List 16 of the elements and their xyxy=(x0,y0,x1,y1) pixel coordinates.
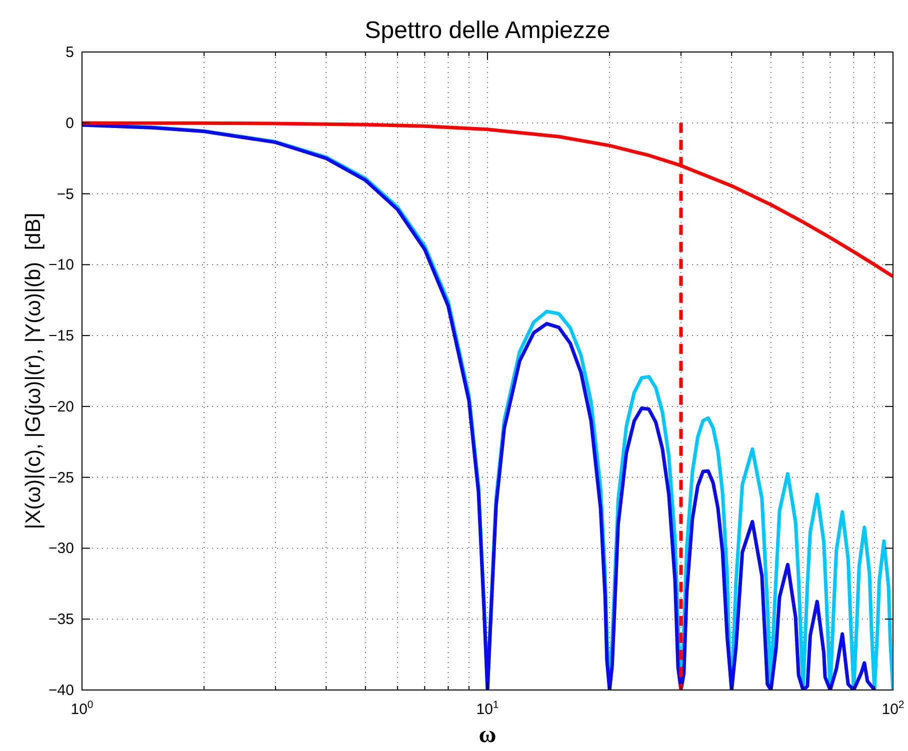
y-tick-label: −30 xyxy=(48,540,74,558)
y-tick-label: −35 xyxy=(48,611,74,628)
y-tick-label: 0 xyxy=(66,114,74,132)
x-tick-label: 10$^{0}$ xyxy=(70,699,94,718)
y-tick-label: −15 xyxy=(48,328,74,345)
chart-title: Spettro delle Ampiezze xyxy=(364,17,610,44)
x-tick-label: 10$^{2}$ xyxy=(882,699,904,718)
y-axis-title: |X(ω)|(c), |G(jω)|(r), |Y(ω)|(b) [dB] xyxy=(22,212,45,530)
y-tick-label: −40 xyxy=(48,682,74,699)
x-tick-label: 10$^{1}$ xyxy=(476,699,499,718)
y-tick-label: −25 xyxy=(48,469,74,486)
x-axis-title: ω xyxy=(478,722,496,748)
y-tick-label: −20 xyxy=(48,398,74,416)
y-tick-label: −5 xyxy=(56,186,74,203)
y-tick-label: −10 xyxy=(48,256,74,274)
y-tick-label: 5 xyxy=(66,44,74,61)
